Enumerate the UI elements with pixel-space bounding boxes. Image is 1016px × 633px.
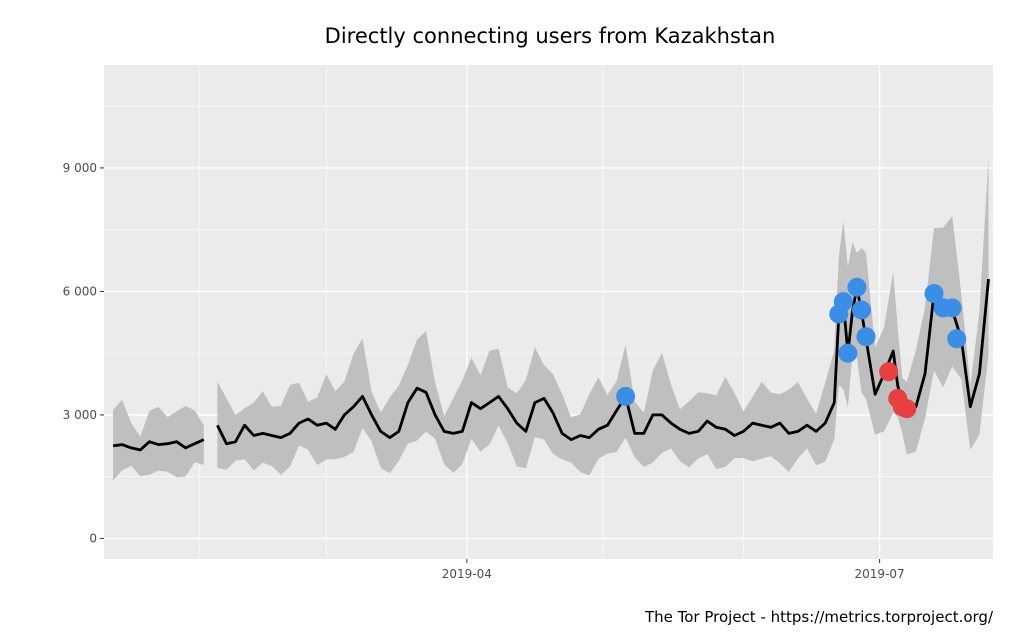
point-high bbox=[847, 277, 867, 297]
point-high bbox=[856, 327, 876, 347]
y-axis: 0 3 000 6 000 9 000 bbox=[63, 161, 104, 545]
chart-title: Directly connecting users from Kazakhsta… bbox=[325, 24, 776, 48]
band-segment bbox=[113, 399, 204, 481]
y-tick-label: 0 bbox=[89, 531, 97, 545]
x-tick-label: 2019-07 bbox=[855, 567, 905, 581]
x-axis: 2019-04 2019-07 bbox=[442, 559, 905, 581]
point-high bbox=[851, 300, 871, 320]
y-tick-label: 6 000 bbox=[63, 284, 97, 298]
y-tick-label: 3 000 bbox=[63, 408, 97, 422]
point-low bbox=[897, 399, 917, 419]
point-high bbox=[838, 343, 858, 363]
line-segment bbox=[112, 438, 205, 452]
grid-minor bbox=[104, 65, 993, 559]
point-high bbox=[924, 283, 944, 303]
y-tick-label: 9 000 bbox=[63, 161, 97, 175]
point-high bbox=[947, 329, 967, 349]
anomaly-points bbox=[616, 277, 967, 419]
point-high bbox=[616, 386, 636, 406]
point-high bbox=[833, 292, 853, 312]
confidence-band bbox=[113, 157, 989, 481]
point-low bbox=[879, 362, 899, 382]
band-segment bbox=[217, 157, 989, 476]
chart-caption: The Tor Project - https://metrics.torpro… bbox=[644, 608, 994, 626]
point-high bbox=[942, 298, 962, 318]
x-tick-label: 2019-04 bbox=[442, 567, 492, 581]
